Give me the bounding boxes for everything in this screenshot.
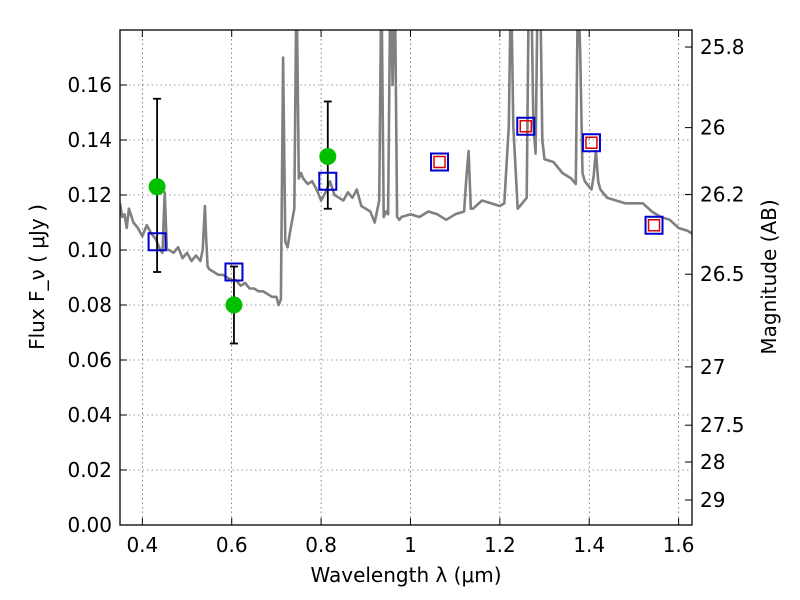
y-tick-label: 0.06: [67, 348, 112, 372]
model-square-blue: [147, 232, 167, 252]
observed-point: [319, 148, 337, 165]
model-square-red: [585, 136, 598, 149]
x-axis-title: Wavelength λ (μm): [310, 563, 501, 587]
model-square-blue: [581, 133, 601, 153]
grid: [120, 30, 692, 526]
x-tick-label: 1.4: [573, 533, 605, 557]
model-square-blue: [516, 116, 536, 136]
data-layer: [120, 30, 692, 307]
y-tick-label: 0.00: [67, 513, 112, 537]
x-tick-label: 0.4: [126, 533, 158, 557]
x-tick-label: 0.8: [305, 533, 337, 557]
y-tick-label: 0.12: [67, 183, 112, 207]
y2-axis-title: Magnitude (AB): [757, 199, 781, 354]
model-square-red: [433, 155, 446, 169]
marker-layer: [147, 97, 664, 345]
model-square-blue: [224, 262, 244, 282]
plot-frame: [119, 29, 693, 526]
y-tick-label: 0.16: [67, 73, 112, 97]
x-tick-label: 1: [404, 533, 417, 557]
x-tick-label: 0.6: [216, 533, 248, 557]
y2-tick-label: 26.2: [700, 182, 745, 206]
observed-point: [148, 178, 166, 196]
y2-tick-label: 29: [700, 488, 725, 512]
model-square-blue: [644, 215, 664, 235]
y2-tick-label: 26.5: [700, 262, 745, 286]
plot-background: [120, 30, 692, 525]
model-square-red: [647, 219, 661, 232]
model-square-blue: [430, 152, 450, 172]
y-tick-label: 0.10: [67, 238, 112, 262]
y2-tick-label: 25.8: [700, 35, 745, 59]
y-tick-label: 0.02: [67, 458, 112, 482]
y-axis-title: Flux F_ν ( μJy ): [25, 204, 49, 350]
x-tick-label: 1.2: [484, 533, 516, 557]
x-tick-label: 1.6: [663, 533, 695, 557]
y-tick-label: 0.08: [67, 293, 112, 317]
y2-tick-label: 28: [700, 450, 725, 474]
y2-tick-label: 27.5: [700, 413, 745, 437]
model-square-blue: [318, 171, 338, 191]
y-tick-label: 0.04: [67, 403, 112, 427]
observed-point: [225, 296, 243, 314]
model-square-red: [519, 120, 533, 133]
spectrum-line: [120, 30, 692, 307]
y-tick-label: 0.14: [67, 128, 112, 152]
y2-tick-label: 26: [700, 116, 725, 140]
ticks: 0.4 0.6 0.8 1 1.2 1.4 1.6 0.00 0.02 0.04 0.06 0.08 0…: [67, 30, 745, 557]
y2-tick-label: 27: [700, 355, 725, 379]
